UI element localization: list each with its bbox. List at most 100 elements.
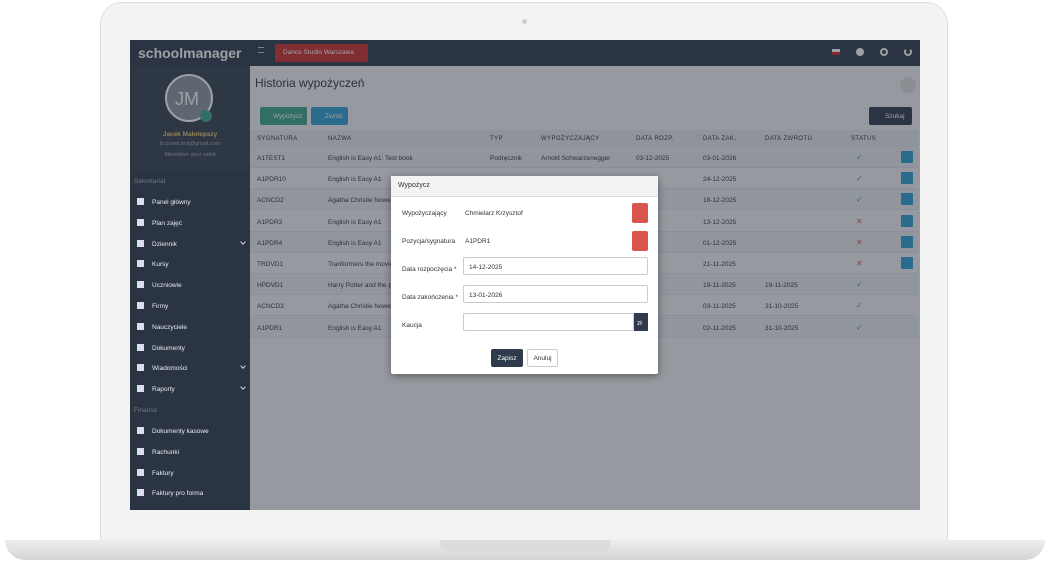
save-button[interactable] xyxy=(491,349,523,367)
menu-item[interactable]: Faktury xyxy=(152,469,174,477)
table-cell: Harry Potter and the ph xyxy=(328,282,396,290)
modal-header xyxy=(391,176,658,197)
column-header[interactable]: SYGNATURA xyxy=(257,136,298,142)
column-header[interactable]: WYPOŻYCZAJĄCY xyxy=(541,136,600,142)
menu-toggle[interactable] xyxy=(258,47,264,53)
table-cell: TRDVD1 xyxy=(257,261,284,268)
lend-button[interactable] xyxy=(260,107,307,125)
lend-label: Wypożycz xyxy=(273,113,303,120)
help-icon[interactable] xyxy=(856,48,864,56)
table-cell: English is Easy A1 xyxy=(328,218,382,226)
menu-icon xyxy=(137,427,144,434)
table-cell: Tranformers the movie xyxy=(328,261,394,268)
language-flag[interactable] xyxy=(832,49,840,55)
search-button[interactable] xyxy=(869,107,912,125)
avatar-initials: JM xyxy=(175,89,199,109)
field-label: Data rozpoczęcia * xyxy=(402,266,457,273)
field-label: Kaucja xyxy=(402,322,422,329)
column-header[interactable]: DATA ROZP. xyxy=(636,136,675,142)
table-cell: English is Easy A1 xyxy=(328,324,382,332)
settings-icon[interactable] xyxy=(880,48,888,56)
menu-item[interactable]: Dokumenty xyxy=(152,344,185,352)
table-cell: 03-12-2025 xyxy=(636,155,670,162)
field-input[interactable] xyxy=(463,313,634,331)
table-cell: 13-12-2025 xyxy=(703,218,737,226)
status-icon: ✕ xyxy=(856,237,863,247)
menu-icon xyxy=(137,302,144,309)
status-icon: ✓ xyxy=(856,195,863,205)
row-action[interactable] xyxy=(901,235,913,248)
menu-icon xyxy=(137,260,144,268)
input-addon xyxy=(634,313,648,331)
menu-item[interactable]: Rachunki xyxy=(152,448,180,456)
table-cell: ACNCD3 xyxy=(257,303,284,311)
table-cell: 24-12-2025 xyxy=(703,176,737,184)
column-header[interactable]: DATA ZWROTU xyxy=(765,136,813,142)
status-icon: ✓ xyxy=(856,280,863,290)
column-header[interactable]: STATUS xyxy=(851,136,877,142)
sidebar-section: Sekretariat xyxy=(134,178,166,185)
cancel-button[interactable] xyxy=(527,349,558,367)
table-cell: A1TEST1 xyxy=(257,155,286,162)
row-action[interactable] xyxy=(901,257,913,269)
menu-icon xyxy=(137,239,144,247)
menu-item[interactable]: Raporty xyxy=(152,386,175,394)
menu-item[interactable]: Dziennik xyxy=(152,240,177,248)
sidebar-section: Finanse xyxy=(134,407,158,414)
menu-icon xyxy=(137,198,144,205)
menu-icon xyxy=(137,489,144,497)
menu-item[interactable]: Nauczyciele xyxy=(152,323,188,331)
menu-item[interactable]: Uczniowie xyxy=(152,282,182,290)
modal-title: Wypożycz xyxy=(398,182,430,189)
table-cell: A1PDR3 xyxy=(257,218,283,226)
menu-icon xyxy=(137,468,144,476)
camera xyxy=(522,19,527,24)
clear-button[interactable] xyxy=(632,231,648,251)
menu-icon xyxy=(137,281,144,289)
table-cell: Agatha Christie Nowela xyxy=(328,197,396,205)
menu-item[interactable]: Faktury pro forma xyxy=(152,490,204,498)
table-cell: 02-11-2025 xyxy=(703,324,736,332)
menu-icon xyxy=(137,447,144,455)
return-button[interactable] xyxy=(311,107,348,125)
menu-item[interactable]: Plan zajęć xyxy=(152,219,182,227)
field-input[interactable] xyxy=(463,257,648,275)
field-label: Wypożyczający xyxy=(402,210,447,217)
laptop-notch xyxy=(440,540,610,552)
row-action[interactable] xyxy=(901,214,913,227)
column-header[interactable]: DATA ZAK. xyxy=(703,136,737,142)
field-input[interactable] xyxy=(463,285,648,303)
page-settings[interactable] xyxy=(900,77,916,93)
column-header[interactable]: TYP xyxy=(490,136,503,142)
status-icon: ✓ xyxy=(856,301,863,311)
menu-icon xyxy=(137,343,144,351)
row-action[interactable] xyxy=(901,193,913,206)
row-action[interactable] xyxy=(901,172,913,185)
school-select[interactable] xyxy=(275,44,368,62)
clear-button[interactable] xyxy=(632,203,648,223)
profile-email: b.crowd.test@gmail.com xyxy=(159,141,221,147)
logout-icon[interactable] xyxy=(904,48,912,56)
menu-icon xyxy=(137,322,144,330)
table-cell: HPDVD1 xyxy=(257,282,284,290)
menu-item[interactable]: Dokumenty kasowe xyxy=(152,428,209,435)
menu-item[interactable]: Wiadomości xyxy=(152,365,188,373)
table-cell: A1PDR4 xyxy=(257,239,283,247)
addon-label: zł xyxy=(637,320,642,327)
field-label: Data zakończenia * xyxy=(402,294,459,301)
field-value: 13-01-2026 xyxy=(469,292,503,299)
menu-item[interactable]: Kursy xyxy=(152,261,169,269)
status-icon: ✓ xyxy=(856,153,863,162)
row-action[interactable] xyxy=(901,151,913,163)
table-cell: ACNCD2 xyxy=(257,197,284,205)
table-cell: 31-10-2025 xyxy=(765,324,799,332)
table-cell: A1PDR1 xyxy=(257,324,283,332)
top-bar xyxy=(130,40,920,66)
status-icon: ✕ xyxy=(856,259,863,268)
menu-item[interactable]: Firmy xyxy=(152,303,169,310)
table-cell: A1PDR10 xyxy=(257,176,286,184)
avatar-settings[interactable] xyxy=(200,110,212,122)
column-header[interactable]: NAZWA xyxy=(328,136,352,142)
menu-item[interactable]: Panel główny xyxy=(152,199,191,206)
